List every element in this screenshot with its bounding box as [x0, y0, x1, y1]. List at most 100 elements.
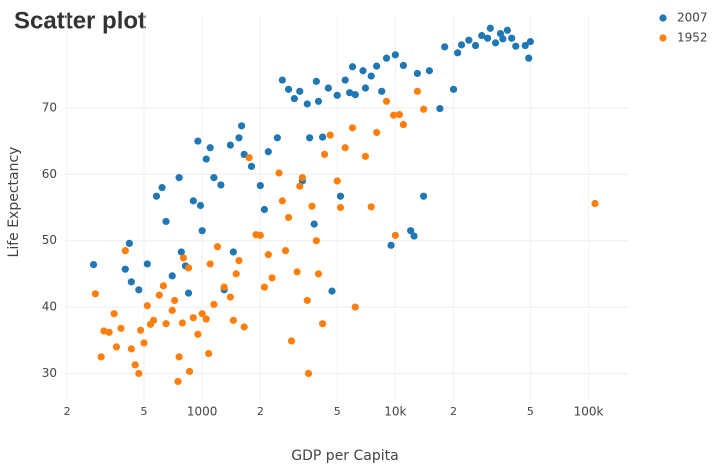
point	[465, 36, 473, 44]
point	[284, 85, 293, 93]
point	[395, 110, 404, 119]
point	[220, 283, 228, 291]
point	[143, 302, 151, 310]
point	[526, 37, 535, 46]
point	[478, 31, 486, 40]
point	[399, 120, 407, 129]
point	[399, 61, 407, 70]
point	[184, 289, 193, 297]
point	[287, 337, 296, 345]
point	[260, 205, 269, 214]
point	[198, 310, 206, 318]
point	[264, 251, 272, 259]
point	[226, 293, 234, 301]
x-tick-label: 10k	[384, 405, 406, 419]
x-tick-label: 5	[334, 405, 341, 418]
chart-title: Scatter plot	[14, 7, 146, 34]
point	[413, 69, 421, 78]
point	[483, 34, 492, 42]
x-tick-label: 100k	[574, 405, 604, 419]
point	[89, 260, 98, 269]
legend-marker[interactable]	[659, 34, 667, 42]
point	[486, 24, 494, 32]
point	[184, 264, 193, 272]
point	[390, 111, 398, 119]
point	[131, 361, 139, 369]
y-tick-label: 30	[42, 366, 57, 380]
point	[174, 377, 182, 386]
point	[127, 345, 135, 353]
point	[275, 169, 283, 177]
point	[336, 192, 345, 200]
point	[235, 257, 243, 265]
point	[136, 326, 145, 334]
point	[346, 89, 354, 97]
point	[213, 243, 222, 251]
point	[296, 182, 304, 190]
point	[471, 41, 480, 50]
point	[413, 87, 421, 95]
point	[293, 268, 301, 276]
point	[260, 283, 269, 291]
point	[410, 232, 418, 240]
point	[525, 54, 533, 62]
point	[97, 353, 105, 361]
point	[457, 41, 466, 49]
point	[194, 137, 202, 145]
point	[407, 227, 415, 235]
x-tick-label: 2	[450, 405, 457, 418]
point	[125, 239, 133, 247]
point	[143, 260, 151, 268]
point	[341, 76, 349, 84]
point	[591, 199, 599, 208]
point	[110, 310, 118, 318]
x-tick-label: 2	[257, 405, 264, 418]
legend-label[interactable]: 1952	[677, 31, 708, 45]
point	[189, 314, 197, 322]
point	[256, 181, 264, 190]
point	[238, 122, 246, 130]
point	[202, 315, 210, 323]
point	[175, 174, 183, 182]
y-tick-label: 40	[42, 300, 57, 314]
x-tick-label: 1000	[187, 405, 218, 419]
point	[105, 328, 113, 336]
point	[171, 296, 179, 305]
point	[158, 183, 166, 192]
point	[359, 67, 367, 75]
point	[281, 247, 290, 255]
point	[127, 278, 135, 286]
point	[256, 231, 264, 239]
point	[391, 231, 399, 239]
point	[290, 95, 298, 103]
point	[326, 131, 334, 139]
point	[508, 34, 516, 42]
point	[449, 85, 458, 93]
point	[425, 67, 433, 75]
y-tick-label: 60	[42, 167, 57, 181]
point	[168, 272, 176, 280]
point	[491, 39, 500, 47]
legend-label[interactable]: 2007	[677, 11, 708, 25]
point	[135, 369, 143, 378]
point	[112, 343, 121, 351]
point	[304, 369, 313, 378]
point	[419, 192, 428, 200]
legend-marker[interactable]	[659, 14, 667, 22]
y-axis-title: Life Expectancy	[6, 147, 22, 258]
point	[135, 286, 143, 294]
point	[387, 241, 395, 249]
point	[503, 26, 511, 34]
point	[298, 174, 306, 182]
point	[512, 42, 520, 50]
point	[391, 51, 399, 59]
point	[303, 100, 311, 108]
point	[121, 247, 129, 255]
point	[333, 177, 341, 185]
point	[152, 192, 161, 200]
point	[312, 237, 320, 245]
point	[373, 62, 381, 70]
point	[314, 270, 323, 278]
point	[499, 35, 507, 43]
